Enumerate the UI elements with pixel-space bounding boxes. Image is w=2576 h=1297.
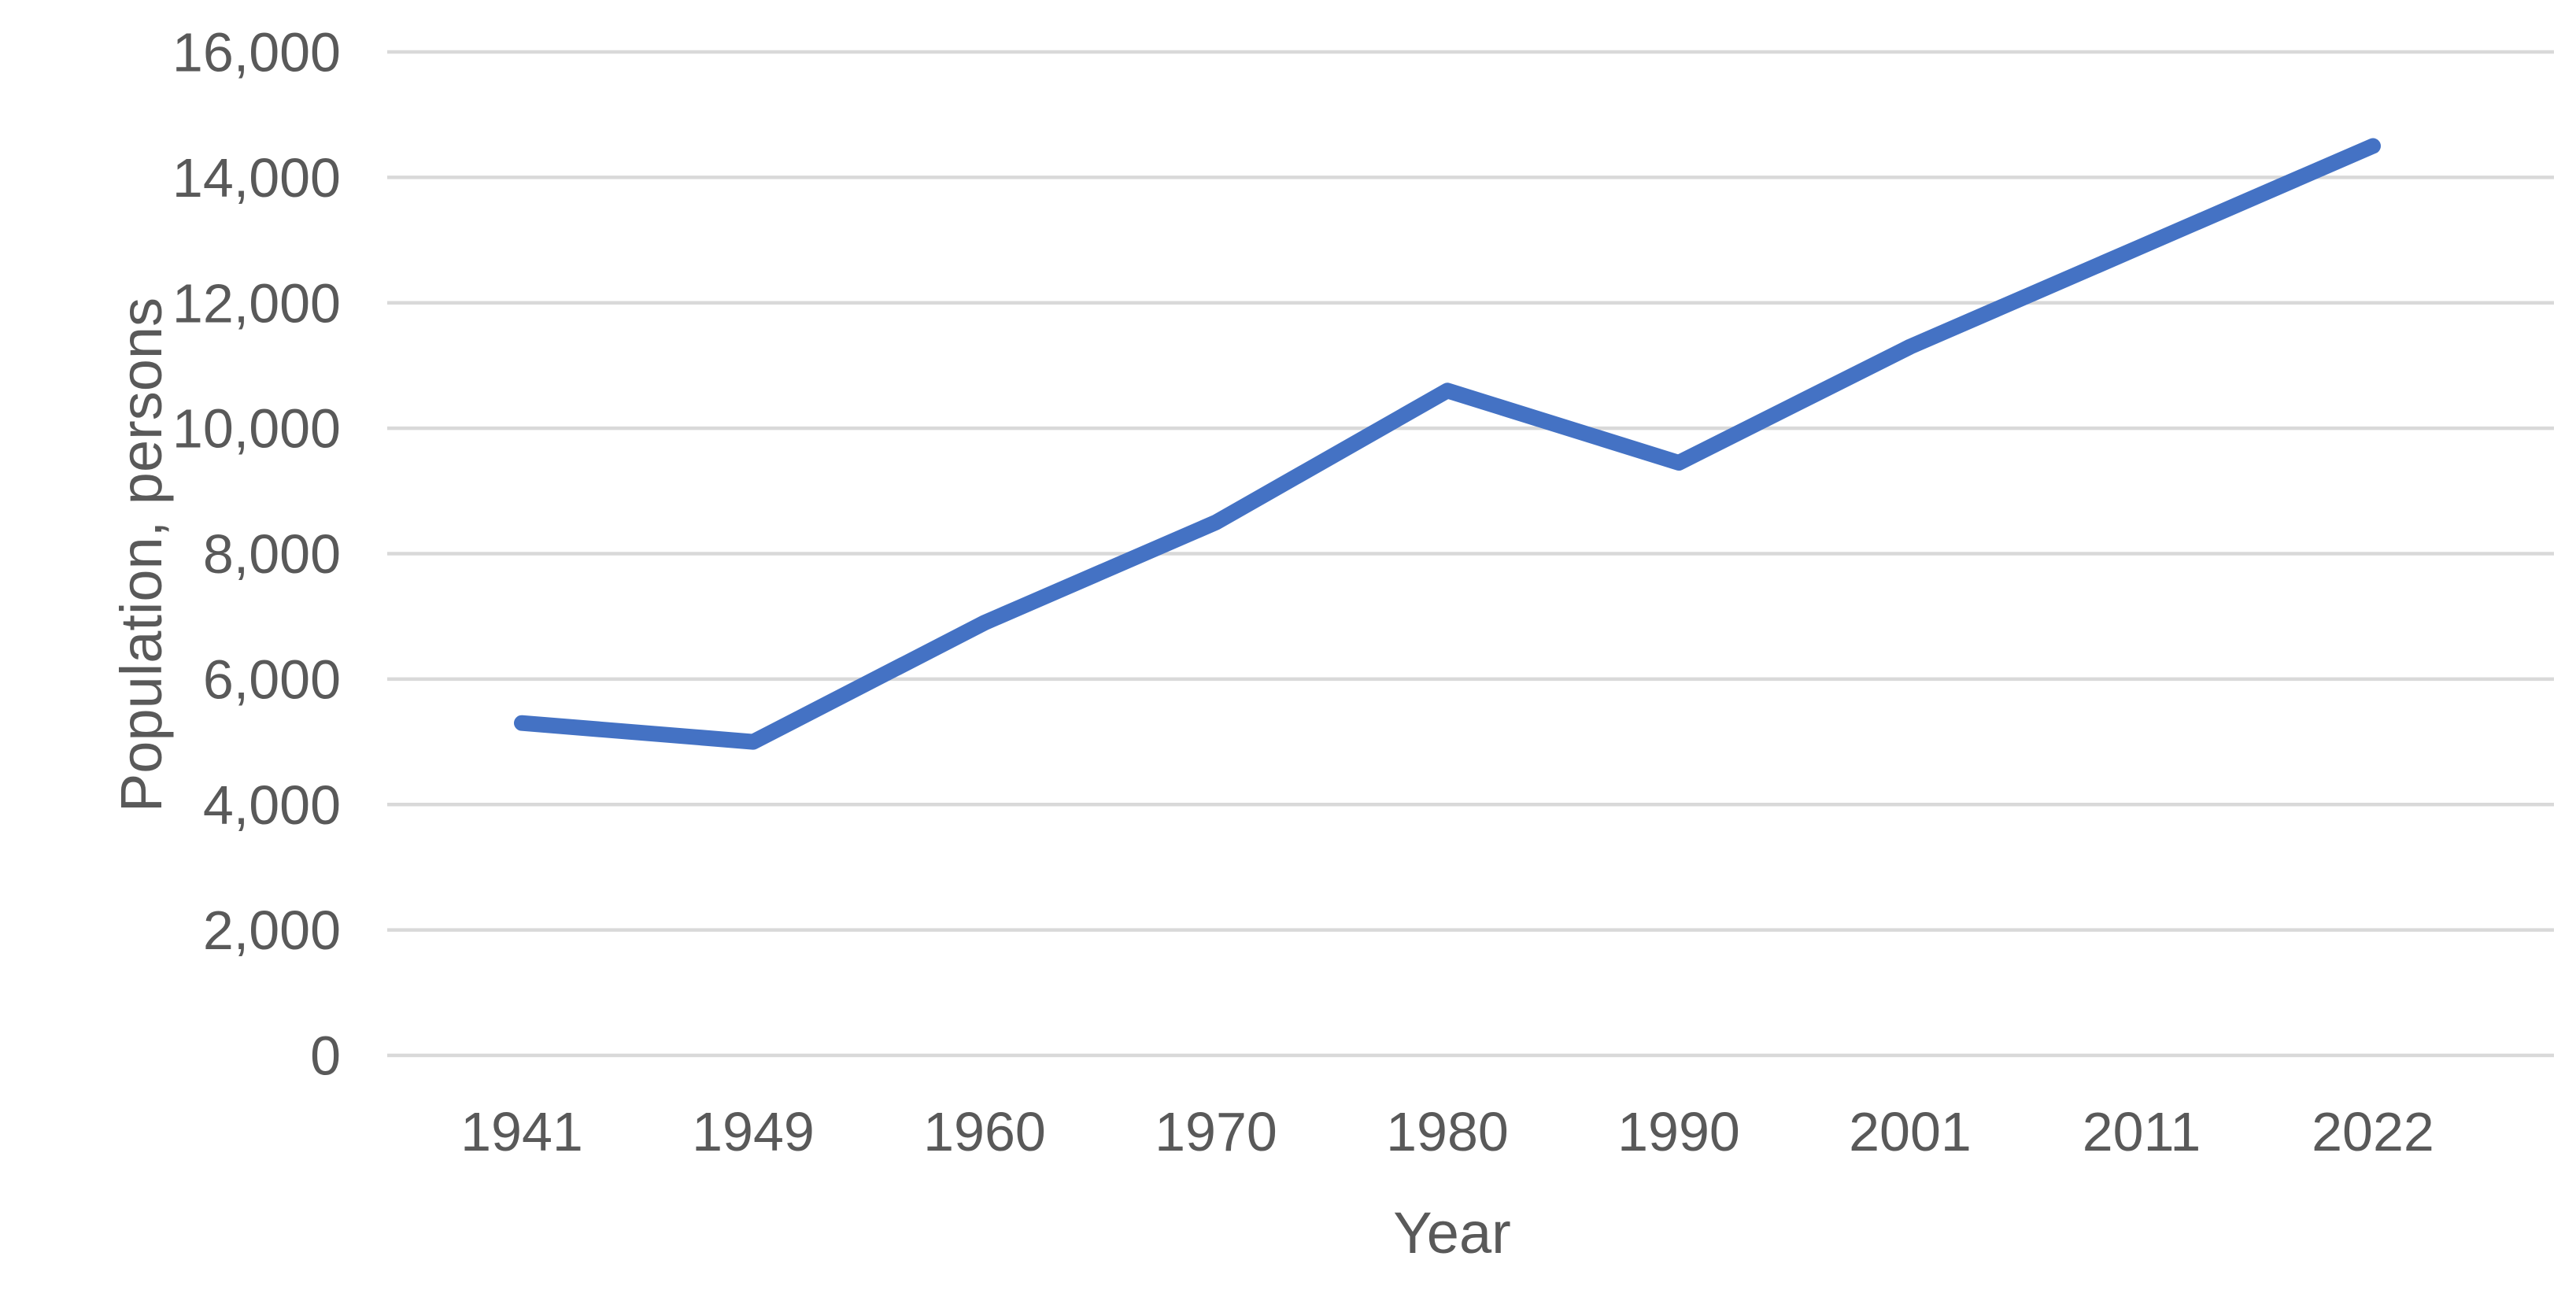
x-tick-label-1941: 1941 [460,1101,583,1162]
x-tick-label-1960: 1960 [923,1101,1046,1162]
y-tick-label-12,000: 12,000 [172,272,341,334]
x-tick-label-1990: 1990 [1617,1101,1740,1162]
x-tick-label-1970: 1970 [1155,1101,1277,1162]
y-tick-label-14,000: 14,000 [172,147,341,209]
y-tick-label-10,000: 10,000 [172,398,341,460]
x-tick-label-2022: 2022 [2312,1101,2434,1162]
y-tick-label-0: 0 [310,1025,341,1087]
x-tick-label-2001: 2001 [1849,1101,1972,1162]
series-group [514,138,2381,750]
x-axis-title: Year [1393,1200,1511,1266]
x-tick-label-1949: 1949 [692,1101,815,1162]
y-tick-label-2,000: 2,000 [203,900,341,961]
series-line-population [514,138,2381,750]
x-tick-label-2011: 2011 [2083,1101,2201,1162]
y-tick-label-16,000: 16,000 [172,22,341,83]
gridline-group [387,50,2554,1058]
x-axis-tick-labels: 1941 1949 1960 1970 1980 1990 2001 2011 2022 [460,1101,2434,1162]
y-axis-tick-labels: 0 2,000 4,000 6,000 8,000 10,000 12,000 14,000 1… [172,22,341,1087]
y-tick-label-4,000: 4,000 [203,774,341,836]
y-axis-title: Population, persons [109,297,174,812]
y-tick-label-8,000: 8,000 [203,523,341,585]
y-tick-label-6,000: 6,000 [203,648,341,710]
x-tick-label-1980: 1980 [1386,1101,1509,1162]
